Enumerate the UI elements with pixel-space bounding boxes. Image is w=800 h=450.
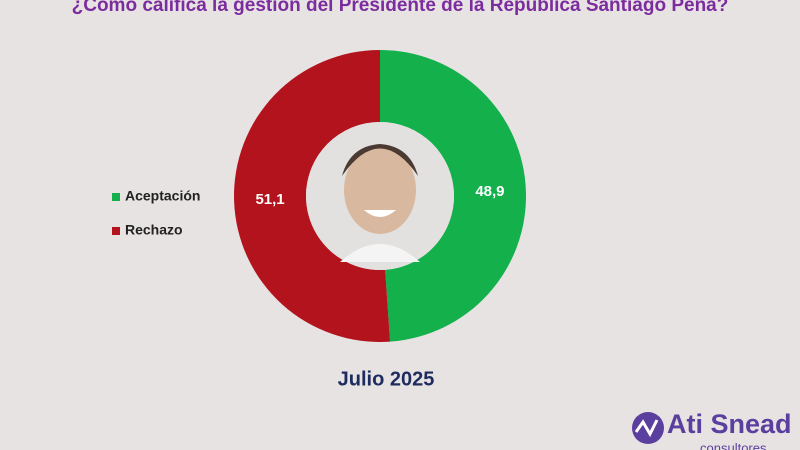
- legend-label: Rechazo: [125, 222, 183, 238]
- legend-swatch: [112, 193, 120, 201]
- value-label: 51,1: [255, 191, 284, 208]
- photo-face: [344, 146, 416, 234]
- photo-shirt: [340, 244, 420, 262]
- logo-name: Ati Snead: [667, 409, 792, 439]
- logo: Ati Snead consultores: [632, 409, 792, 450]
- donut-slice: [234, 50, 391, 342]
- logo-icon-line: [634, 419, 659, 438]
- legend-swatch: [112, 227, 120, 235]
- chart-subtitle: Julio 2025: [338, 368, 435, 390]
- value-label: 48,9: [475, 183, 504, 200]
- legend-label: Aceptación: [125, 188, 200, 204]
- photo-hair: [342, 144, 418, 176]
- chart-title: ¿Cómo califica la gestión del Presidente…: [72, 0, 729, 16]
- logo-tagline: consultores: [700, 440, 767, 450]
- donut-slice: [380, 50, 527, 342]
- photo-smile: [364, 210, 396, 217]
